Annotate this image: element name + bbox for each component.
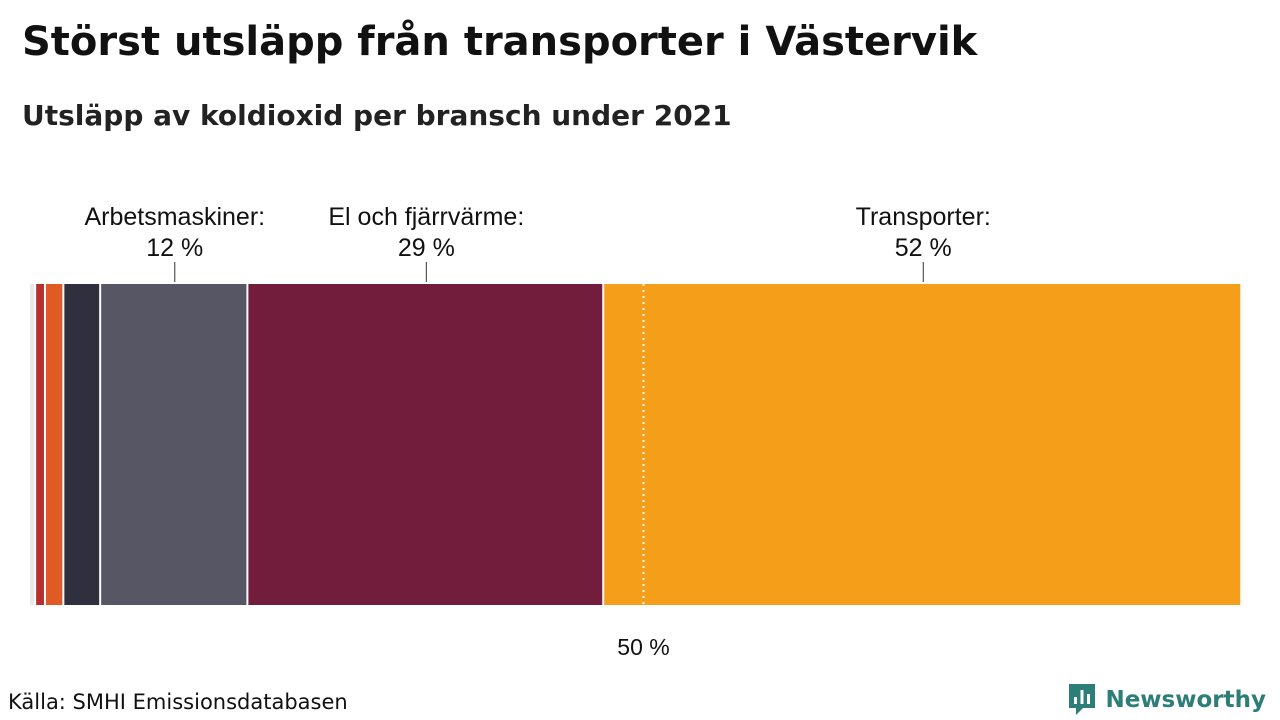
segment-name-label: Arbetsmaskiner:	[84, 203, 265, 231]
bar-segment-0	[30, 284, 35, 605]
brand-name: Newsworthy	[1105, 687, 1266, 713]
bar-segment-4	[101, 284, 247, 605]
brand-logo: Newsworthy	[1067, 682, 1266, 718]
segment-value-label: 12 %	[146, 234, 203, 262]
chart-title: Störst utsläpp från transporter i Väster…	[22, 19, 978, 65]
bar-segment-3	[64, 284, 100, 605]
reference-line-label: 50 %	[617, 634, 669, 660]
source-note: Källa: SMHI Emissionsdatabasen	[8, 690, 348, 714]
segment-value-label: 52 %	[895, 234, 952, 262]
segment-name-label: El och fjärrvärme:	[328, 203, 524, 231]
bar-segment-5	[248, 284, 603, 605]
segment-value-label: 29 %	[398, 234, 455, 262]
bar-segment-6	[604, 284, 1241, 605]
bar-segment-2	[45, 284, 63, 605]
stacked-bar-chart: Arbetsmaskiner: 12 % El och fjärrvärme: 29 …	[30, 203, 1241, 660]
chart-subtitle: Utsläpp av koldioxid per bransch under 2…	[22, 99, 732, 132]
segment-name-label: Transporter:	[856, 203, 991, 231]
bar-segment-1	[36, 284, 44, 605]
chart-speech-bubble-icon	[1069, 684, 1096, 715]
